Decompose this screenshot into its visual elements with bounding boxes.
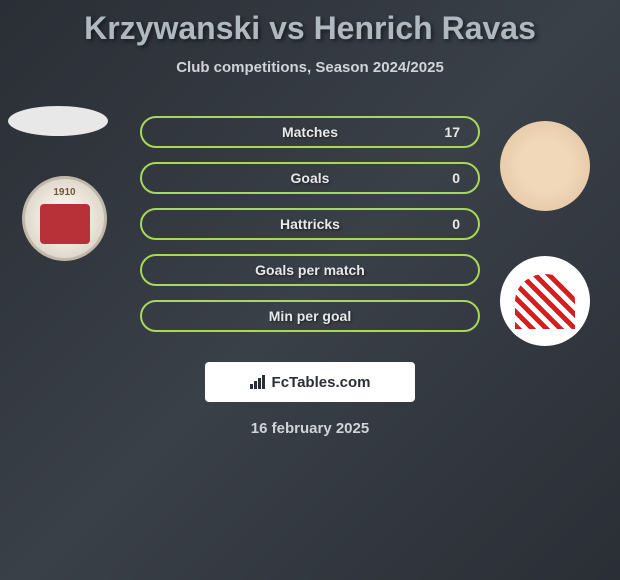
- player-left-avatar: [8, 106, 108, 136]
- club-right-badge: [500, 256, 590, 346]
- footer: FcTables.com 16 february 2025: [0, 350, 620, 437]
- date-text: 16 february 2025: [0, 420, 620, 437]
- stat-label: Matches: [282, 124, 338, 140]
- stat-label: Hattricks: [280, 216, 340, 232]
- stat-row-hattricks: Hattricks 0: [140, 208, 480, 240]
- watermark-badge: FcTables.com: [205, 362, 415, 402]
- stat-row-matches: Matches 17: [140, 116, 480, 148]
- stats-container: Matches 17 Goals 0 Hattricks 0 Goals per…: [140, 116, 480, 346]
- stat-value-right: 17: [444, 124, 460, 140]
- stat-row-goals-per-match: Goals per match: [140, 254, 480, 286]
- stat-row-min-per-goal: Min per goal: [140, 300, 480, 332]
- subtitle: Club competitions, Season 2024/2025: [0, 59, 620, 76]
- chart-icon: [250, 375, 268, 389]
- stat-label: Goals per match: [255, 262, 365, 278]
- stat-label: Goals: [291, 170, 330, 186]
- player-right-avatar: [500, 121, 590, 211]
- page-title: Krzywanski vs Henrich Ravas: [0, 0, 620, 47]
- stat-row-goals: Goals 0: [140, 162, 480, 194]
- stat-label: Min per goal: [269, 308, 351, 324]
- stat-value-right: 0: [452, 216, 460, 232]
- watermark-text: FcTables.com: [272, 374, 371, 391]
- stat-value-right: 0: [452, 170, 460, 186]
- club-left-badge: [22, 176, 107, 261]
